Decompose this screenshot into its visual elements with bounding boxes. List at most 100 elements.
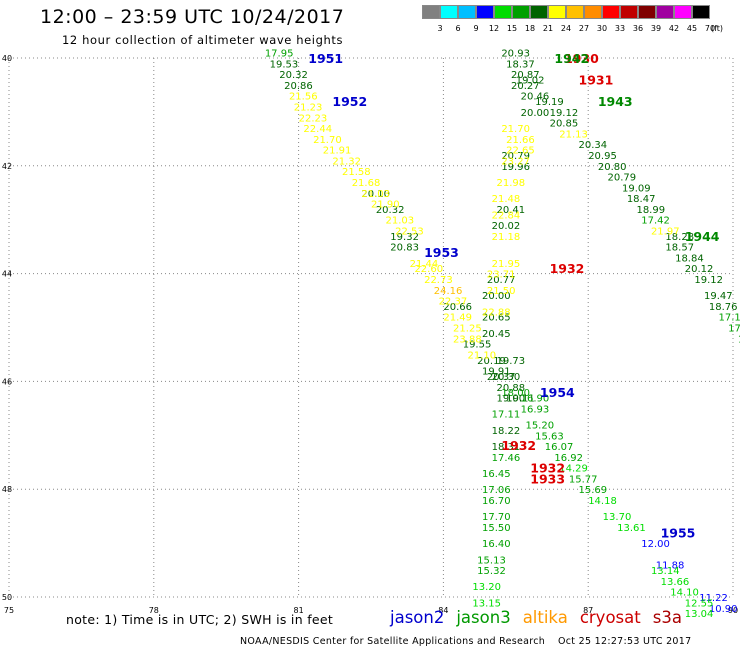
data-point-jason3: 15.50 — [482, 523, 511, 534]
data-point-jason3: 18.76 — [709, 302, 738, 313]
pass-label: 1942 — [554, 51, 589, 66]
data-point-jason3: 15.13 — [477, 555, 506, 566]
color-scale-swatch — [476, 5, 494, 19]
data-point-s3a: 13.15 — [472, 598, 501, 609]
data-point-s3a: 15.20 — [525, 421, 554, 432]
data-point-s3a: 12.55 — [685, 598, 714, 609]
data-point-jason3: 18.22 — [492, 426, 521, 437]
data-point-jason3: 18.28 — [665, 232, 694, 243]
data-point-altika: 21.97 — [651, 226, 680, 237]
data-point-jason3: 20.45 — [482, 329, 511, 340]
data-point-jason3: 19.96 — [501, 162, 530, 173]
pass-label: 1951 — [308, 51, 343, 66]
data-point-altika: 21.91 — [323, 146, 352, 157]
data-point-s3a: 16.93 — [521, 404, 550, 415]
data-point-altika: 22.37 — [439, 297, 468, 308]
pass-label: 1931 — [579, 73, 614, 88]
data-point-jason3: 20.79 — [501, 151, 530, 162]
data-point-altika: 23.27 — [501, 156, 530, 167]
legend-s3a: s3a — [652, 608, 682, 627]
data-point-s3a: 14.29 — [559, 464, 588, 475]
pass-labels: 1951195219531954195519301931193219321933… — [308, 51, 720, 540]
color-scale-swatch — [494, 5, 512, 19]
data-point-altika: 21.23 — [294, 103, 323, 114]
chart-title: 12:00 – 23:59 UTC 10/24/2017 — [40, 6, 345, 28]
data-point-altika: 21.70 — [501, 124, 530, 135]
x-tick-label: 90 — [728, 606, 738, 615]
data-point-jason3: 20.32 — [279, 70, 308, 81]
data-point-jason3: 18.37 — [506, 59, 535, 70]
data-point-jason2: 11.88 — [656, 561, 685, 572]
legend-altika: altika — [522, 608, 568, 627]
y-tick-label: 50 — [2, 593, 12, 602]
data-point-altika: 19.02 — [516, 76, 545, 87]
y-tick-label: 48 — [2, 485, 12, 494]
data-point-altika: 24.16 — [434, 286, 463, 297]
data-point-cryosat: 1932 — [501, 438, 536, 453]
pass-label: 1953 — [424, 245, 459, 260]
data-point-altika: 21.50 — [487, 286, 516, 297]
color-scale-swatch — [656, 5, 674, 19]
color-scale-label: 24 — [560, 24, 572, 33]
axis-tick-labels: 75 78 81 84 87 90 40 42 44 46 48 50 — [2, 54, 738, 615]
x-tick-label: 81 — [294, 606, 304, 615]
data-point-jason3: 19.91 — [482, 367, 511, 378]
color-scale-swatch — [530, 5, 548, 19]
data-point-altika: 21.10 — [468, 350, 497, 361]
color-scale-swatch — [620, 5, 638, 19]
data-point-altika: 23.71 — [487, 270, 516, 281]
data-point-jason3: 17.42 — [641, 216, 670, 227]
data-point-jason3: 16.40 — [482, 539, 511, 550]
color-scale-swatch — [512, 5, 530, 19]
data-point-jason3: 20.95 — [588, 151, 617, 162]
data-point-jason3: 17.46 — [492, 453, 521, 464]
data-point-jason3: 20.46 — [521, 92, 550, 103]
color-scale-swatch — [692, 5, 710, 19]
data-point-altika: 21.90 — [371, 200, 400, 211]
data-point-jason3: 19.32 — [390, 232, 419, 243]
legend-cryosat: cryosat — [579, 608, 641, 627]
y-tick-label: 44 — [2, 270, 12, 279]
data-point-jason3: 18.84 — [675, 253, 704, 264]
data-point-jason3: 19.47 — [704, 291, 733, 302]
data-point-altika: 23.88 — [453, 334, 482, 345]
data-point-jason3: 20.93 — [501, 49, 530, 60]
data-point-altika: 21.95 — [492, 259, 521, 270]
data-point-jason2: 10.90 — [709, 604, 738, 615]
color-scale-label: 6 — [455, 24, 461, 33]
data-point-jason3: 20.80 — [598, 162, 627, 173]
color-scale-label: 30 — [596, 24, 608, 33]
color-scale-label: 42 — [668, 24, 680, 33]
data-point-jason3: 20.88 — [496, 383, 525, 394]
data-point-s3a: 14.10 — [670, 588, 699, 599]
data-point-jason3: 16.70 — [482, 496, 511, 507]
data-point-altika: 22.60 — [414, 264, 443, 275]
color-scale-swatch — [440, 5, 458, 19]
pass-label: 1954 — [540, 385, 575, 400]
data-point-jason3: 20.37 — [487, 372, 516, 383]
color-scale-label: 9 — [473, 24, 479, 33]
data-point-jason3: 19.55 — [463, 340, 492, 351]
color-scale-swatch — [458, 5, 476, 19]
color-scale-swatch — [602, 5, 620, 19]
data-point-jason3: 20.12 — [685, 264, 714, 275]
color-scale-swatch — [566, 5, 584, 19]
data-point-altika: 21.66 — [506, 135, 535, 146]
data-point-altika: 22.53 — [395, 226, 424, 237]
data-point-jason3: 17.95 — [265, 49, 294, 60]
data-point-altika: 22.23 — [299, 113, 328, 124]
data-point-jason3: 18.57 — [665, 243, 694, 254]
color-scale-label: 21 — [542, 24, 554, 33]
data-point-s3a: 14.18 — [588, 496, 617, 507]
data-point-altika: 22.65 — [506, 146, 535, 157]
data-point-jason3: 19.53 — [270, 59, 299, 70]
pass-label: 1955 — [661, 525, 696, 540]
data-point-altika: 21.18 — [492, 232, 521, 243]
data-point-s3a: 13.04 — [685, 609, 714, 620]
data-point-altika: 21.68 — [352, 178, 381, 189]
data-point-altika: 22.73 — [424, 275, 453, 286]
pass-label: 1944 — [685, 229, 720, 244]
data-point-jason3: 18.99 — [636, 205, 665, 216]
footnote: note: 1) Time is in UTC; 2) SWH is in fe… — [66, 612, 334, 627]
